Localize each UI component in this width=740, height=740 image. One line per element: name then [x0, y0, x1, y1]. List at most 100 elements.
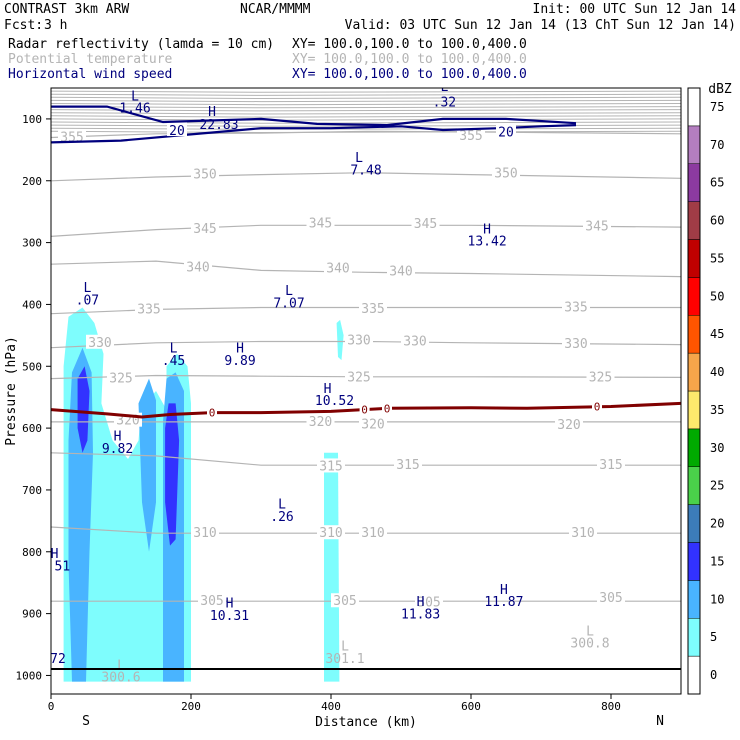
title-left: CONTRAST 3km ARW — [4, 2, 129, 17]
wind-hl-label: L — [355, 151, 363, 166]
field-xy-wind: XY= 100.0,100.0 to 100.0,400.0 — [292, 67, 527, 82]
theta-contour-label: 310 — [319, 526, 342, 541]
theta-hl-label: 300.8 — [570, 637, 609, 652]
theta-label-bg — [58, 129, 86, 144]
theta-band-line — [51, 130, 681, 134]
colorbar-label: 20 — [710, 517, 724, 531]
valid-time: Valid: 03 UTC Sun 12 Jan 14 (13 ChT Sun … — [345, 18, 736, 33]
wind-hl-label: .07 — [76, 293, 99, 308]
theta-contour-label: 315 — [599, 458, 622, 473]
colorbar-swatch — [687, 87, 701, 127]
colorbar-label: 25 — [710, 479, 724, 493]
theta-band-line — [51, 96, 681, 100]
zero-contour-label: 0 — [384, 402, 391, 415]
theta-label-bg — [317, 458, 345, 473]
colorbar-label: 5 — [710, 630, 717, 644]
theta-band-line — [51, 93, 681, 96]
y-tick-label: 400 — [22, 298, 42, 311]
theta-label-bg — [306, 215, 335, 230]
colorbar-swatch — [687, 352, 701, 392]
wind-hl-label: 72 — [50, 652, 66, 667]
theta-hl-label: 301.1 — [325, 652, 364, 667]
field-xy-theta: XY= 100.0,100.0 to 100.0,400.0 — [292, 52, 527, 67]
colorbar-label: 15 — [710, 554, 724, 568]
theta-label-bg — [359, 416, 387, 431]
colorbar-label: 10 — [710, 592, 724, 606]
reflectivity-cell — [77, 366, 90, 453]
reflectivity-cell — [165, 403, 180, 546]
colorbar-swatch — [687, 315, 701, 354]
theta-band-line — [51, 99, 681, 103]
theta-contour-label: 310 — [571, 526, 594, 541]
wind-hl-label: 9.82 — [102, 442, 133, 457]
wind-hl-label: .26 — [270, 510, 293, 525]
theta-contour-label: 320 — [557, 418, 580, 433]
plot-area: 355 355 350 350 345 345 345 345 340 340 340 335 335 3… — [50, 87, 682, 695]
colorbar-swatch — [687, 504, 701, 543]
reflectivity-cell — [63, 307, 191, 682]
wind-contours: 20 20 — [51, 105, 577, 144]
colorbar-label: 45 — [710, 327, 724, 341]
theta-label-bg — [345, 332, 373, 347]
wind-hl-label: .45 — [162, 354, 185, 369]
theta-contour-label: 330 — [347, 333, 370, 348]
colorbar-swatch — [687, 428, 701, 467]
theta-label-bg — [562, 299, 590, 314]
theta-contour-label: 355 — [60, 130, 83, 145]
wind-contour-line — [51, 105, 577, 127]
theta-contour-label: 345 — [193, 222, 216, 237]
reflectivity-cell — [324, 452, 340, 682]
zero-label-bg — [382, 402, 392, 414]
theta-label-bg — [457, 128, 485, 143]
x-end-label-north: N — [656, 714, 664, 729]
theta-band-line — [51, 109, 681, 112]
theta-label-bg — [345, 369, 373, 384]
colorbar-unit: dBZ — [708, 82, 732, 97]
theta-label-bg — [583, 218, 611, 233]
zero-contour-line — [51, 401, 681, 419]
theta-contour-label: 330 — [564, 337, 587, 352]
theta-contour-label: 325 — [109, 372, 132, 387]
theta-contours: 355 355 350 350 345 345 345 345 340 340 340 335 335 3… — [51, 128, 681, 686]
theta-label-bg — [555, 417, 583, 432]
theta-band-line — [51, 127, 681, 130]
theta-label-bg — [184, 259, 212, 274]
wind-hl-label: 13.42 — [468, 235, 507, 250]
theta-contour-line — [51, 374, 681, 380]
wind-hl-label: 7.48 — [350, 164, 381, 179]
zero-contour-label: 0 — [594, 400, 601, 413]
theta-label-bg — [324, 260, 352, 275]
wind-hl-label: L — [83, 281, 91, 296]
init-time: Init: 00 UTC Sun 12 Jan 14 — [533, 2, 737, 17]
theta-contour-label: 315 — [319, 459, 342, 474]
theta-label-bg — [569, 525, 597, 540]
colorbar-label: 0 — [710, 668, 717, 682]
theta-contour-label: 355 — [459, 129, 482, 144]
theta-band-line — [51, 103, 681, 106]
zero-contour-label: 0 — [209, 407, 216, 420]
colorbar-swatch — [687, 390, 701, 430]
colorbar-swatch — [687, 239, 701, 278]
y-tick-label: 600 — [22, 422, 42, 435]
colorbar-label: 60 — [710, 214, 724, 228]
theta-contour-label: 305 — [200, 594, 223, 609]
colorbar-frame — [687, 87, 701, 695]
theta-label-bg — [597, 590, 625, 605]
y-tick-label: 800 — [22, 546, 42, 559]
theta-contour-label: 350 — [193, 168, 216, 183]
wind-hl-label: 7.07 — [273, 297, 304, 312]
colorbar-swatch — [687, 580, 701, 619]
theta-hl-label: L — [586, 624, 594, 639]
theta-label-bg — [191, 525, 219, 540]
y-tick-label: 300 — [22, 237, 42, 250]
reflectivity-fill — [63, 307, 344, 682]
theta-contour-label: 325 — [589, 370, 612, 385]
theta-label-bg — [135, 301, 163, 316]
x-axis-label: Distance (km) — [315, 715, 417, 730]
field-name-wind: Horizontal wind speed — [8, 67, 172, 82]
theta-contour-label: 335 — [564, 301, 587, 316]
theta-contour-line — [51, 452, 681, 466]
theta-label-bg — [415, 594, 443, 609]
wind-hl-label: H — [324, 382, 332, 397]
